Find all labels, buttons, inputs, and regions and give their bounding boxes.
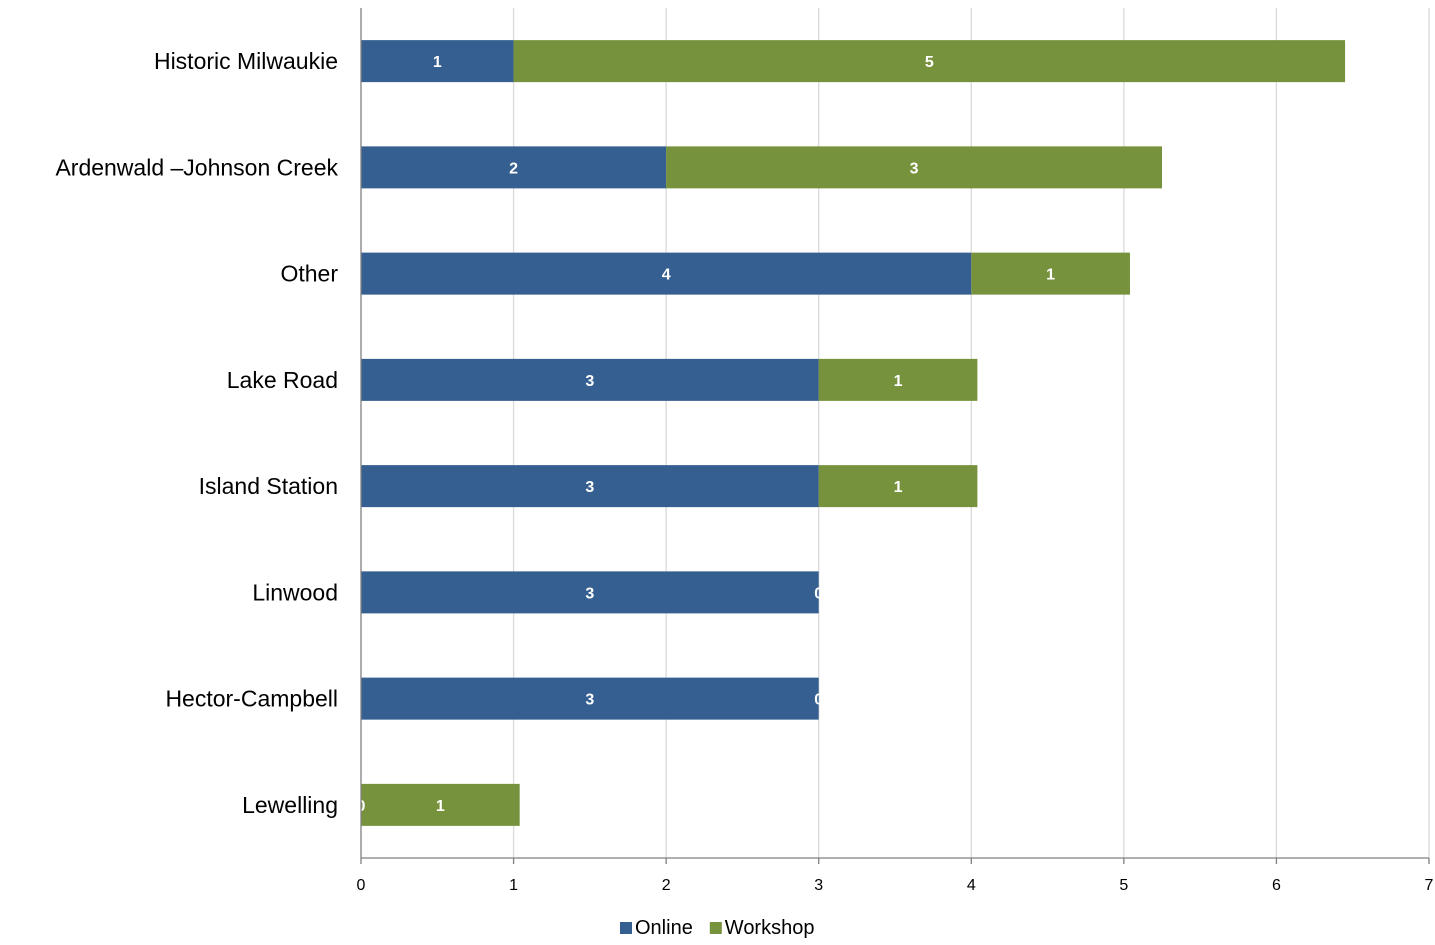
bar-online [361, 465, 819, 508]
legend-label-online: Online [635, 917, 693, 939]
bar-workshop [971, 252, 1130, 295]
data-label: 0 [814, 692, 823, 709]
category-label: Lewelling [242, 792, 338, 818]
x-tick-label: 4 [967, 877, 976, 894]
category-label: Hector-Campbell [165, 686, 338, 712]
category-label: Ardenwald –Johnson Creek [55, 154, 338, 180]
gridlines [512, 8, 1430, 858]
category-label: Linwood [252, 579, 338, 605]
data-label: 1 [1046, 267, 1055, 284]
data-label: 4 [662, 267, 671, 284]
x-tick-label: 1 [509, 877, 518, 894]
x-tick-label: 2 [662, 877, 671, 894]
data-label: 3 [585, 585, 594, 602]
data-label: 5 [925, 54, 934, 71]
bar-online [361, 358, 819, 401]
data-label: 3 [910, 160, 919, 177]
x-tick-label: 7 [1425, 877, 1434, 894]
category-label: Historic Milwaukie [154, 48, 338, 74]
category-label: Island Station [199, 473, 338, 499]
data-label: 1 [433, 54, 442, 71]
legend-swatch-workshop [709, 922, 722, 934]
bar-workshop [818, 358, 978, 401]
x-tick-label: 0 [357, 877, 366, 894]
data-label: 0 [814, 585, 823, 602]
bar-workshop [513, 40, 1346, 83]
bar-online [361, 146, 667, 189]
data-label: 3 [585, 373, 594, 390]
data-label: 3 [585, 692, 594, 709]
data-label: 1 [894, 373, 903, 390]
bar-workshop [361, 783, 520, 826]
x-tick-label: 3 [814, 877, 823, 894]
bar-online [361, 252, 972, 295]
legend-swatch-online [620, 922, 632, 934]
legend: Online Workshop [620, 917, 814, 939]
bar-online [361, 677, 819, 720]
data-label: 1 [894, 479, 903, 496]
bar-online [361, 40, 514, 83]
data-label: 3 [585, 479, 594, 496]
x-tick-label: 5 [1119, 877, 1128, 894]
category-label: Lake Road [227, 367, 338, 393]
x-tick-labels: 0 1 2 3 4 5 6 7 [357, 877, 1434, 894]
category-labels: Historic Milwaukie Ardenwald –Johnson Cre… [55, 48, 338, 818]
axes [360, 8, 1430, 864]
bar-workshop [666, 146, 1162, 189]
bar-workshop [818, 465, 978, 508]
legend-label-workshop: Workshop [725, 917, 815, 939]
bar-online [361, 571, 819, 614]
data-label: 1 [436, 798, 445, 815]
category-label: Other [280, 261, 338, 287]
data-label: 2 [509, 160, 518, 177]
x-tick-label: 6 [1272, 877, 1281, 894]
bars [361, 40, 1346, 826]
data-labels: 1523413131303001 [357, 54, 1056, 815]
